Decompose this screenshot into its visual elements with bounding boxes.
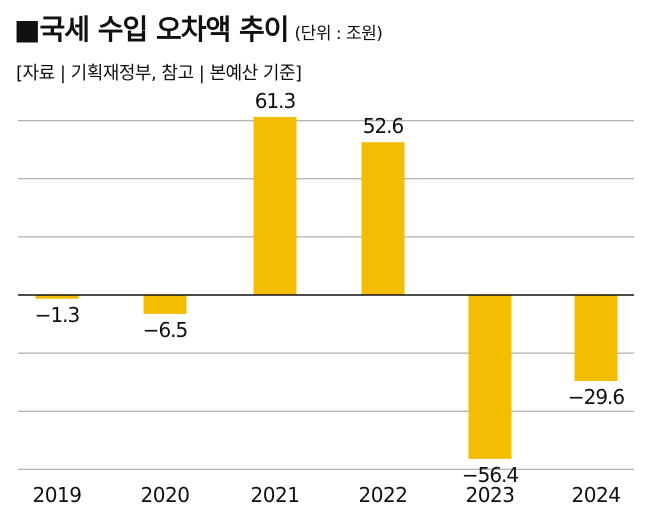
x-axis-ticks: 2019 2020 2021 2022 2023 2024 [33, 483, 621, 507]
data-label-2019: −1.3 [35, 303, 80, 327]
bar-2021 [253, 116, 297, 296]
x-tick-2022: 2022 [359, 483, 408, 507]
bar-2019 [35, 295, 79, 299]
x-tick-2023: 2023 [466, 483, 515, 507]
bar-2023 [468, 295, 512, 459]
grid-lines [18, 120, 634, 470]
bar-labels: −1.3 −6.5 61.3 52.6 −56.4 −29.6 [35, 89, 626, 487]
source-note: [자료 | 기획재정부, 참고 | 본예산 기준] [16, 63, 302, 84]
chart-title: ■국세 수입 오차액 추이 [14, 13, 290, 46]
x-tick-2024: 2024 [572, 483, 621, 507]
bar-2020 [143, 295, 187, 314]
unit-label: (단위 : 조원) [294, 24, 383, 44]
data-label-2021: 61.3 [255, 89, 296, 113]
bar-2022 [361, 142, 405, 295]
x-tick-2019: 2019 [33, 483, 82, 507]
data-label-2024: −29.6 [568, 385, 625, 409]
bars [35, 116, 618, 459]
bar-2024 [574, 295, 618, 381]
title-row: ■국세 수입 오차액 추이 (단위 : 조원) [14, 8, 383, 48]
data-label-2023: −56.4 [462, 463, 519, 487]
data-label-2022: 52.6 [363, 114, 404, 138]
data-label-2020: −6.5 [143, 318, 188, 342]
x-tick-2020: 2020 [141, 483, 190, 507]
x-tick-2021: 2021 [251, 483, 300, 507]
